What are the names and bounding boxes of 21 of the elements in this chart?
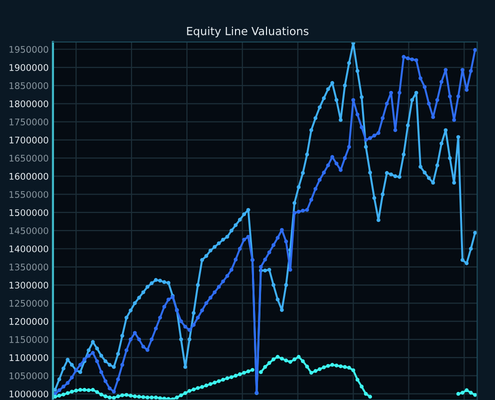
y-tick-label: 1400000: [10, 245, 48, 252]
y-tick-label: 1800000: [10, 100, 48, 108]
y-tick-label: 1700000: [10, 136, 48, 144]
chart-title: Equity Line Valuations: [187, 26, 308, 38]
y-tick-label: 1300000: [10, 282, 48, 289]
y-tick-label: 1250000: [10, 300, 48, 307]
y-tick-label: 1350000: [10, 264, 48, 270]
y-tick-label: 1500000: [10, 209, 48, 216]
y-tick-label: 1900000: [10, 64, 48, 71]
y-tick-label: 1050000: [10, 372, 48, 380]
y-tick-label: 1150000: [10, 336, 48, 343]
y-tick-label: 1000000: [10, 390, 48, 398]
y-tick-label: 1450000: [10, 227, 48, 234]
y-tick-label: 1600000: [10, 172, 48, 180]
y-tick-label: 1550000: [10, 191, 48, 198]
y-tick-label: 1650000: [10, 154, 48, 162]
y-tick-label: 1750000: [10, 118, 48, 126]
y-tick-label: 1200000: [10, 318, 48, 325]
y-tick-label: 1950000: [10, 46, 48, 53]
y-tick-label: 1100000: [10, 354, 48, 362]
y-tick-label: 1850000: [10, 82, 48, 90]
